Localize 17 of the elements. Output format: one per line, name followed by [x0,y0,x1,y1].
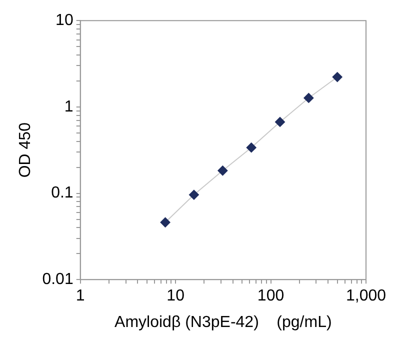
x-axis-title: Amyloidβ (N3pE-42) (pg/mL) [114,314,332,331]
x-tick-label: 1 [76,288,85,305]
point [332,72,342,82]
point [160,217,170,228]
point [218,166,228,176]
x-tick-label: 1,000 [346,288,386,305]
point [304,92,314,103]
y-tick-label: 0.01 [42,271,74,288]
point [188,190,199,200]
y-axis-title: OD 450 [17,122,34,178]
y-tick-label: 1 [64,98,74,116]
point [275,116,286,127]
y-tick-label: 0.1 [51,184,74,202]
y-tick-label: 10 [56,12,74,30]
x-tick-label: 100 [257,288,284,305]
point [246,142,256,153]
x-tick-label: 10 [166,288,185,305]
